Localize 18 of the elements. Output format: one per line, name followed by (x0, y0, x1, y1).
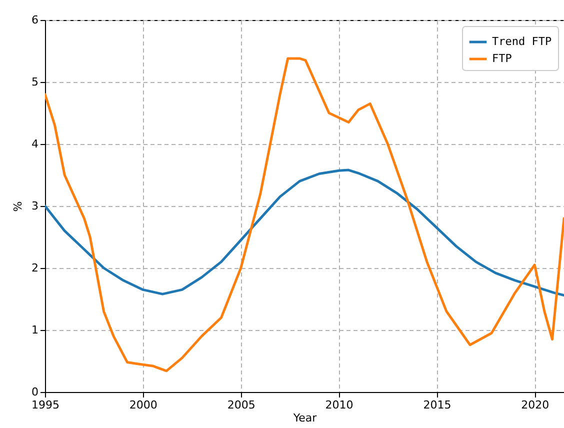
x-tick-label: 2010 (325, 398, 354, 412)
x-tick-label: 2005 (227, 398, 256, 412)
legend-label: Trend FTP (492, 35, 552, 48)
line-series (45, 168, 564, 297)
x-tick-label: 1995 (32, 398, 60, 412)
x-axis-title: Year (292, 412, 318, 424)
y-tick-label: 0 (32, 386, 38, 398)
y-tick-label: 2 (32, 262, 38, 274)
y-tick-label: 3 (32, 200, 38, 212)
y-tick-label: 4 (32, 138, 38, 150)
x-tick-label: 2020 (521, 398, 550, 412)
y-tick-label: 1 (32, 324, 38, 336)
legend-label: FTP (492, 52, 512, 65)
x-tick-label: 2000 (129, 398, 158, 412)
x-tick-label: 2015 (423, 398, 452, 412)
y-tick-label: 6 (32, 14, 38, 26)
y-tick-label: 5 (32, 76, 38, 88)
y-axis-title: % (12, 201, 24, 212)
